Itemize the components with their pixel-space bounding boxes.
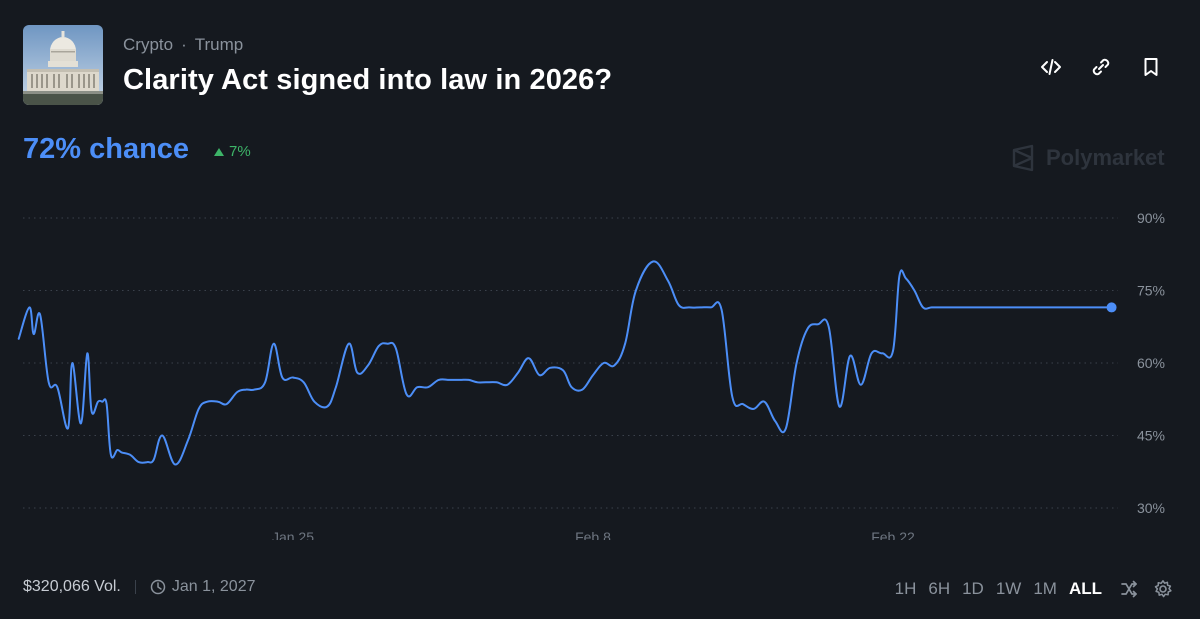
market-image	[23, 25, 103, 105]
bookmark-button[interactable]	[1136, 52, 1166, 82]
change-value: 7%	[229, 143, 251, 160]
polymarket-watermark: Polymarket	[1010, 144, 1165, 172]
gear-icon	[1154, 580, 1172, 598]
y-tick-label: 75%	[1137, 283, 1165, 299]
y-tick-label: 90%	[1137, 210, 1165, 226]
range-1w[interactable]: 1W	[995, 579, 1022, 598]
x-tick-label: Jan 25	[272, 529, 314, 540]
embed-button[interactable]	[1036, 52, 1066, 82]
chance-value: 72% chance	[23, 133, 190, 165]
x-tick-label: Feb 8	[575, 529, 611, 540]
end-date-text: Jan 1, 2027	[171, 578, 256, 595]
range-6h[interactable]: 6H	[928, 579, 951, 598]
clock-icon	[150, 579, 166, 595]
y-tick-label: 60%	[1137, 355, 1165, 371]
capitol-building-image	[23, 25, 103, 105]
end-date: Jan 1, 2027	[150, 578, 256, 596]
range-all[interactable]: ALL	[1068, 579, 1102, 598]
current-point	[1106, 302, 1117, 313]
bookmark-icon	[1144, 58, 1158, 76]
volume-label: $320,066 Vol.	[23, 578, 121, 595]
shuffle-icon	[1121, 580, 1137, 598]
price-chart[interactable]: 90% 75% 60% 45% 30% Jan 25 Feb 8 Feb 22	[0, 195, 1200, 540]
time-range-selector: 1H 6H 1D 1W 1M ALL	[889, 576, 1176, 602]
breadcrumb-separator: ·	[181, 35, 187, 54]
shuffle-button[interactable]	[1116, 576, 1142, 602]
change-badge: 7%	[213, 143, 251, 160]
range-1m[interactable]: 1M	[1033, 579, 1057, 598]
range-1d[interactable]: 1D	[962, 579, 984, 598]
breadcrumb-trump[interactable]: Trump	[194, 35, 244, 54]
polymarket-logo-icon	[1012, 144, 1034, 172]
market-title: Clarity Act signed into law in 2026?	[123, 64, 613, 96]
x-tick-label: Feb 22	[871, 529, 915, 540]
copy-link-button[interactable]	[1086, 52, 1116, 82]
y-tick-label: 45%	[1137, 428, 1165, 444]
triangle-up-icon	[214, 147, 224, 156]
settings-button[interactable]	[1150, 576, 1176, 602]
brand-name: Polymarket	[1046, 145, 1165, 170]
footer-divider	[134, 580, 136, 594]
breadcrumb: Crypto · Trump	[123, 35, 243, 55]
range-1h[interactable]: 1H	[894, 579, 917, 598]
footer-info: $320,066 Vol. Jan 1, 2027	[23, 578, 256, 596]
link-icon	[1092, 58, 1110, 76]
breadcrumb-crypto[interactable]: Crypto	[123, 35, 174, 54]
series-line	[17, 260, 1113, 466]
y-tick-label: 30%	[1137, 500, 1165, 516]
embed-icon	[1041, 59, 1061, 75]
